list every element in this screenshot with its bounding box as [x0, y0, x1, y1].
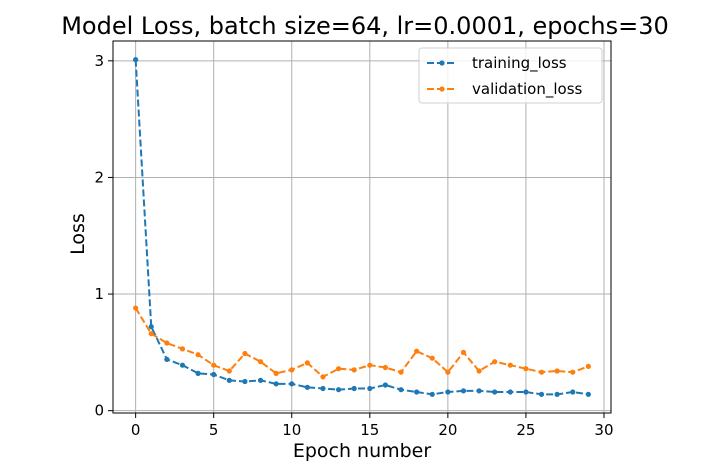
data-point-validation_loss: [382, 364, 389, 371]
data-point-training_loss: [226, 377, 232, 383]
x-tick-label: 5: [209, 421, 219, 439]
data-point-validation_loss: [148, 331, 154, 337]
data-point-training_loss: [476, 388, 482, 394]
data-point-validation_loss: [335, 366, 342, 372]
data-point-training_loss: [148, 324, 154, 330]
data-point-training_loss: [242, 378, 248, 385]
legend-marker-training_loss: [439, 60, 445, 66]
data-point-training_loss: [320, 385, 326, 392]
data-point-validation_loss: [257, 359, 264, 365]
x-tick-label: 0: [131, 421, 141, 439]
legend-label-training_loss: training_loss: [472, 54, 567, 73]
data-point-training_loss: [335, 387, 342, 393]
y-tick-label: 0: [94, 402, 104, 420]
data-point-validation_loss: [445, 369, 451, 375]
data-point-validation_loss: [179, 346, 186, 352]
data-point-validation_loss: [429, 355, 435, 361]
plot-frame: [112, 40, 612, 414]
series-line-validation_loss: [134, 307, 589, 379]
series-line-training_loss: [134, 59, 589, 396]
data-point-training_loss: [179, 362, 186, 368]
x-axis-label: Epoch number: [293, 440, 432, 462]
x-tick-label: 20: [438, 421, 457, 439]
data-point-training_loss: [414, 389, 420, 395]
y-axis-label: Loss: [67, 213, 89, 255]
data-point-validation_loss: [351, 367, 357, 373]
data-point-training_loss: [429, 391, 435, 397]
data-point-training_loss: [304, 384, 310, 390]
data-point-training_loss: [289, 381, 295, 387]
data-point-training_loss: [257, 377, 264, 383]
data-point-validation_loss: [133, 305, 139, 311]
data-point-training_loss: [211, 371, 217, 378]
data-point-training_loss: [460, 388, 467, 394]
data-point-validation_loss: [195, 352, 201, 358]
y-tick-label: 2: [94, 168, 104, 186]
data-point-validation_loss: [273, 370, 279, 376]
data-point-training_loss: [351, 385, 357, 392]
data-point-validation_loss: [289, 367, 295, 373]
data-point-training_loss: [585, 391, 591, 397]
data-point-validation_loss: [476, 368, 482, 374]
data-point-training_loss: [570, 389, 576, 395]
x-tick-label: 25: [516, 421, 535, 439]
chart-title: Model Loss, batch size=64, lr=0.0001, ep…: [61, 12, 669, 40]
data-point-validation_loss: [398, 369, 404, 375]
data-point-validation_loss: [492, 359, 498, 365]
data-point-training_loss: [523, 389, 529, 395]
data-point-validation_loss: [367, 362, 373, 368]
data-point-validation_loss: [538, 369, 545, 375]
data-point-training_loss: [445, 389, 451, 395]
legend-marker-validation_loss: [439, 86, 445, 92]
data-point-validation_loss: [414, 348, 420, 354]
axis-ticks: 0 5 10 15 20 25 30 0 1 2 3: [94, 52, 613, 439]
data-point-training_loss: [273, 381, 279, 387]
y-tick-label: 3: [94, 52, 104, 70]
x-tick-label: 30: [594, 421, 613, 439]
data-point-validation_loss: [226, 368, 232, 374]
data-point-training_loss: [367, 385, 373, 392]
data-point-training_loss: [554, 391, 560, 397]
x-tick-label: 15: [360, 421, 379, 439]
data-point-training_loss: [195, 370, 201, 376]
legend-label-validation_loss: validation_loss: [472, 80, 583, 99]
data-point-validation_loss: [164, 340, 170, 346]
data-point-training_loss: [492, 389, 498, 395]
series-layer: [133, 57, 591, 397]
data-point-validation_loss: [523, 366, 529, 372]
legend: training_loss validation_loss: [418, 47, 603, 104]
data-point-training_loss: [164, 356, 170, 362]
data-point-validation_loss: [460, 349, 467, 355]
data-point-training_loss: [133, 57, 139, 63]
data-point-validation_loss: [211, 362, 217, 368]
data-point-validation_loss: [570, 369, 576, 375]
data-point-training_loss: [538, 391, 545, 397]
data-point-validation_loss: [507, 362, 513, 368]
data-point-validation_loss: [304, 360, 310, 366]
x-tick-label: 10: [282, 421, 301, 439]
data-point-training_loss: [382, 382, 389, 388]
data-point-validation_loss: [585, 363, 591, 369]
data-point-validation_loss: [242, 350, 248, 357]
data-point-validation_loss: [320, 374, 326, 380]
data-point-training_loss: [507, 389, 513, 395]
legend-box: [418, 47, 603, 104]
y-tick-label: 1: [94, 285, 104, 303]
data-point-validation_loss: [554, 368, 560, 374]
data-point-training_loss: [398, 387, 404, 393]
